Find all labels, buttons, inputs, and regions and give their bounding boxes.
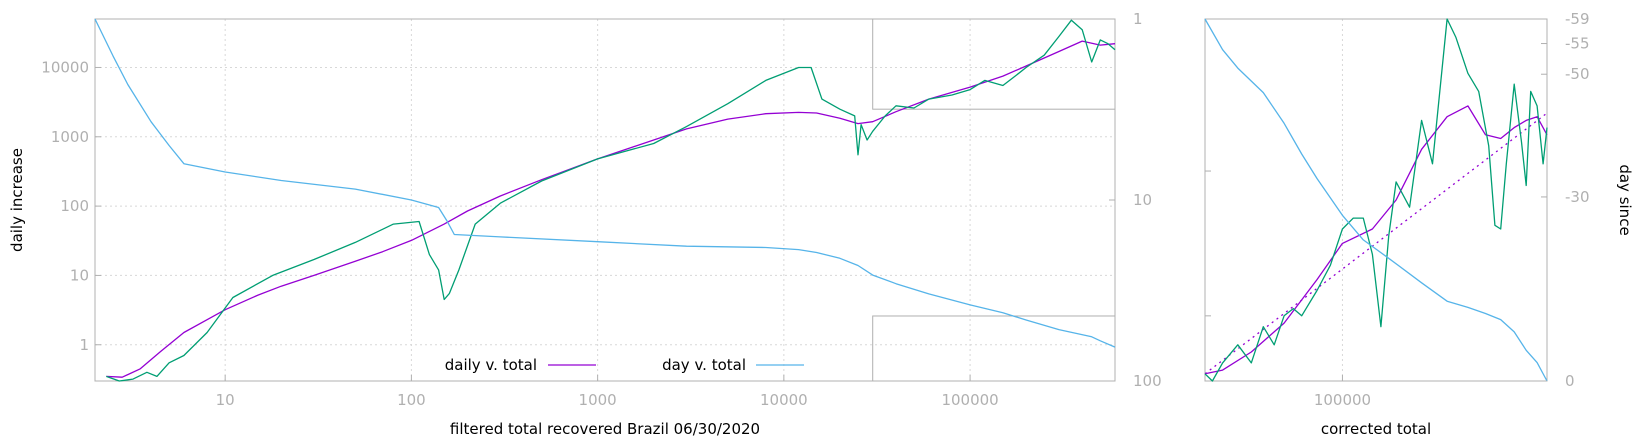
right-x-axis-label: corrected total bbox=[1321, 420, 1431, 438]
right-series-1-line bbox=[1204, 105, 1548, 375]
left-y-tick-label-1: 1 bbox=[79, 336, 89, 354]
left-series-day-v-total-line bbox=[94, 18, 1116, 348]
right-y2-tick-label-59: -59 bbox=[1565, 10, 1590, 28]
left-x-axis-label: filtered total recovered Brazil 06/30/20… bbox=[450, 420, 760, 438]
left-y2-tick-label-10: 10 bbox=[1133, 191, 1152, 209]
left-annotation-box-1 bbox=[872, 18, 1116, 110]
left-series-2-line bbox=[106, 19, 1116, 382]
left-y-ticks: 1 10 100 1000 10000 bbox=[41, 58, 101, 354]
left-x-tick-label-10: 10 bbox=[216, 391, 235, 409]
right-x-tick-label-100000: 100000 bbox=[1314, 391, 1371, 409]
left-y-tick-label-1000: 1000 bbox=[51, 128, 89, 146]
right-series-3-line bbox=[1204, 18, 1548, 382]
right-y2-tick-label-0: 0 bbox=[1565, 372, 1575, 390]
left-y2-tick-label-1: 1 bbox=[1133, 10, 1143, 28]
legend-entry-daily-v-total: daily v. total bbox=[445, 356, 537, 374]
left-y-tick-label-100: 100 bbox=[60, 197, 89, 215]
right-panel: 100000 -59 -55 -50 -30 0 corrected total day… bbox=[1204, 10, 1634, 438]
left-gridlines bbox=[95, 19, 1115, 381]
right-x-ticks: 100000 bbox=[1205, 170, 1371, 409]
left-x-ticks: 10 100 1000 10000 100000 bbox=[216, 375, 999, 409]
left-y-tick-label-10: 10 bbox=[70, 266, 89, 284]
left-plot-frame bbox=[94, 18, 1116, 382]
left-y-axis-label: daily increase bbox=[8, 148, 26, 252]
left-panel: 10 100 1000 10000 100000 1 10 100 1000 10000 1 10… bbox=[8, 10, 1162, 438]
left-x-tick-label-100: 100 bbox=[397, 391, 426, 409]
right-series bbox=[1204, 18, 1548, 382]
right-series-4-line bbox=[1204, 18, 1548, 382]
right-y2-axis-label: day since bbox=[1616, 164, 1634, 235]
left-annotation-boxes bbox=[872, 18, 1116, 382]
left-series bbox=[94, 18, 1116, 382]
right-plot-frame bbox=[1204, 18, 1548, 382]
left-x-tick-label-10000: 10000 bbox=[760, 391, 808, 409]
right-y2-tick-label-50: -50 bbox=[1565, 65, 1590, 83]
right-series-2-line bbox=[1204, 112, 1548, 375]
left-x-tick-label-1000: 1000 bbox=[579, 391, 617, 409]
right-y2-tick-label-55: -55 bbox=[1565, 35, 1590, 53]
left-y2-ticks: 1 10 100 bbox=[1109, 10, 1162, 390]
left-x-tick-label-100000: 100000 bbox=[941, 391, 998, 409]
left-y2-tick-label-100: 100 bbox=[1133, 372, 1162, 390]
right-y2-tick-label-30: -30 bbox=[1565, 188, 1590, 206]
legend-entry-day-v-total: day v. total bbox=[662, 356, 746, 374]
left-y-tick-label-10000: 10000 bbox=[41, 58, 89, 76]
left-annotation-box-2 bbox=[872, 315, 1116, 382]
legend: daily v. total day v. total bbox=[445, 356, 804, 374]
right-y2-ticks: -59 -55 -50 -30 0 bbox=[1541, 10, 1590, 390]
